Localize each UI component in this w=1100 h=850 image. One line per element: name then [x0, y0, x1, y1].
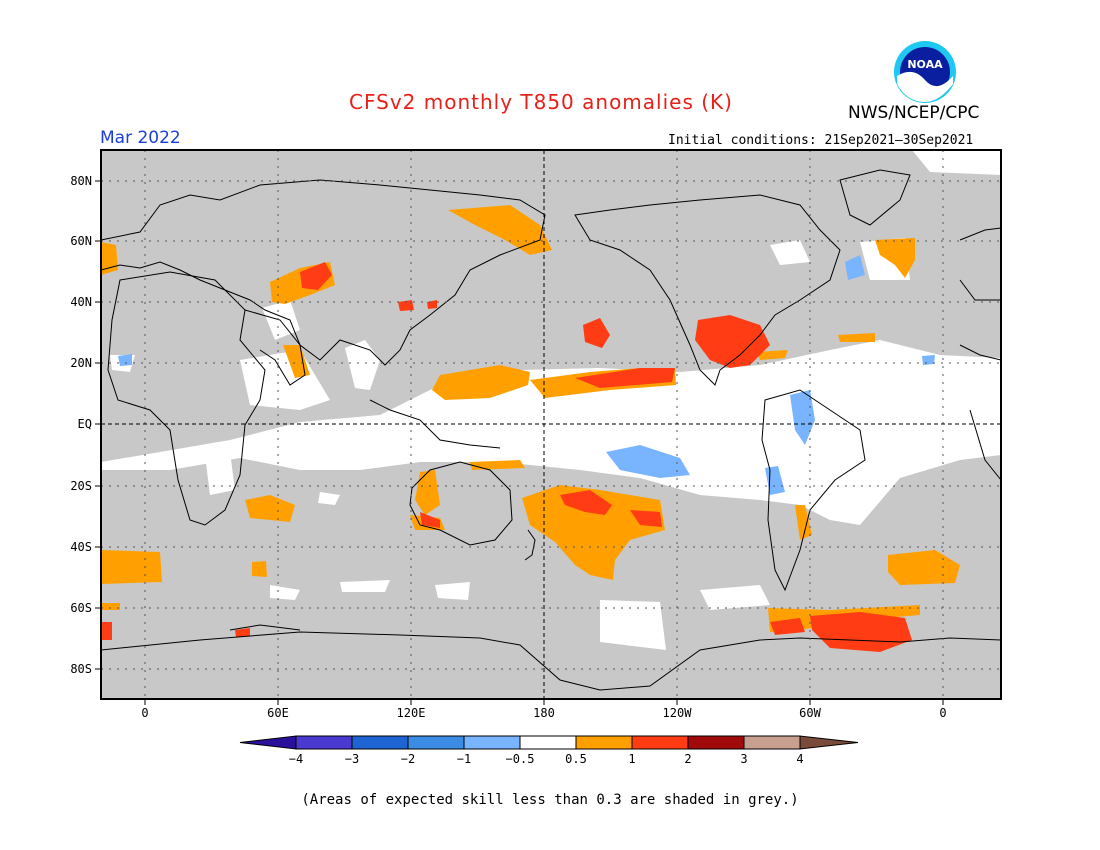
colorbar-label: 4 [796, 752, 804, 766]
map-title: CFSv2 monthly T850 anomalies (K) [349, 90, 733, 114]
colorbar-label: −3 [344, 752, 360, 766]
colorbar-label: 3 [740, 752, 748, 766]
colorbar-cell-7 [631, 735, 689, 750]
lat-label-80n: 80N [70, 174, 92, 188]
colorbar-cell-3 [407, 735, 465, 750]
colorbar-cell-2 [351, 735, 409, 750]
forecast-month: Mar 2022 [100, 128, 181, 148]
lat-label-80s: 80S [70, 662, 92, 676]
colorbar-label: −2 [400, 752, 416, 766]
lat-label-20n: 20N [70, 356, 92, 370]
colorbar-label: −1 [456, 752, 472, 766]
colorbar-max-triangle [799, 735, 859, 750]
lat-label-40n: 40N [70, 295, 92, 309]
colorbar-cell-4 [463, 735, 521, 750]
lat-label-60s: 60S [70, 601, 92, 615]
logo-text: NOAA [907, 58, 943, 71]
coastlines [101, 169, 1001, 691]
lon-label-60e: 60E [267, 706, 289, 720]
colorbar-min-triangle [239, 735, 297, 750]
colorbar-cell-5 [519, 735, 577, 750]
colorbar-cell-1 [295, 735, 353, 750]
lon-label-120w: 120W [662, 706, 692, 720]
colorbar-label: −0.5 [505, 752, 535, 766]
colorbar-label: 1 [628, 752, 636, 766]
lat-label-60n: 60N [70, 234, 92, 248]
axis-ticks [95, 180, 944, 705]
lon-label-60w: 60W [799, 706, 821, 720]
colorbar-cell-8 [687, 735, 745, 750]
colorbar-label: 0.5 [565, 752, 587, 766]
lon-label-180: 180 [533, 706, 555, 720]
warm-anomaly-regions-0.5-1 [101, 205, 960, 632]
lat-label-40s: 40S [70, 540, 92, 554]
cool-anomaly-regions [118, 255, 935, 495]
noaa-logo-icon: NOAA [894, 41, 956, 103]
lon-label-0-left: 0 [141, 706, 149, 720]
colorbar-label: −4 [288, 752, 304, 766]
skill-footnote: (Areas of expected skill less than 0.3 a… [301, 792, 799, 808]
agency-label: NWS/NCEP/CPC [848, 103, 980, 123]
initial-conditions: Initial conditions: 21Sep2021–30Sep2021 [668, 133, 974, 148]
warm-anomaly-regions-1-2 [101, 262, 912, 652]
lat-label-20s: 20S [70, 479, 92, 493]
colorbar-label: 2 [684, 752, 692, 766]
colorbar-cell-9 [743, 735, 801, 750]
equator-and-dateline [101, 150, 1001, 699]
graticule [101, 150, 1001, 699]
colorbar-cell-6 [575, 735, 633, 750]
lat-label-eq: EQ [77, 417, 92, 431]
lon-label-120e: 120E [396, 706, 426, 720]
lon-label-0-right: 0 [939, 706, 947, 720]
